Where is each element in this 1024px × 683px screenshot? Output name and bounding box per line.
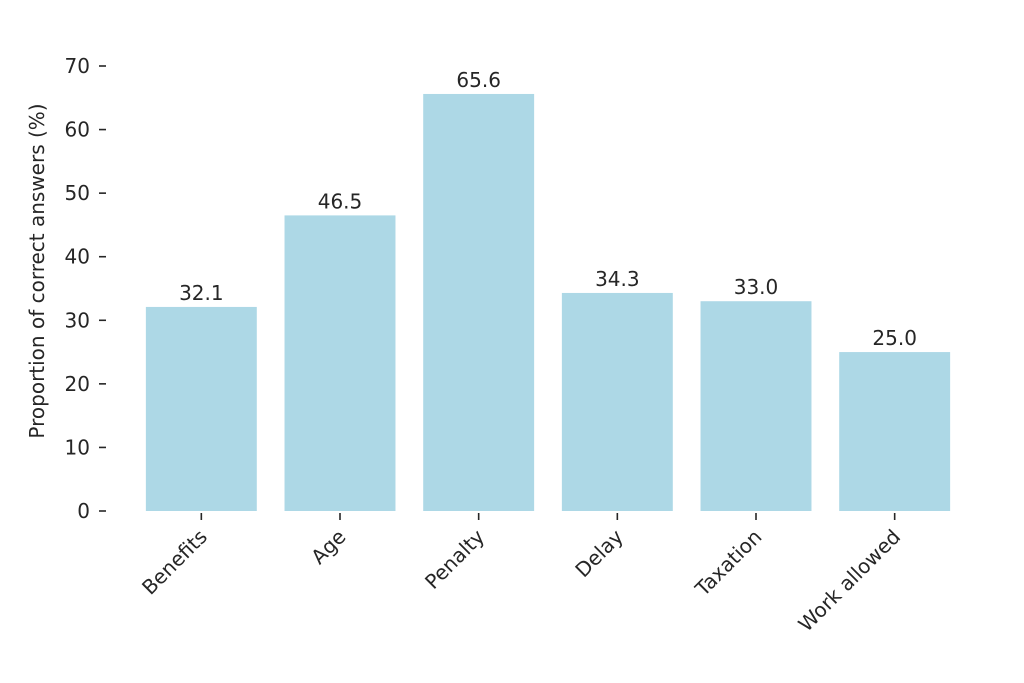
bar-age <box>284 215 396 511</box>
x-tick-label: Benefits <box>137 525 212 600</box>
bar-value-label: 33.0 <box>734 275 779 299</box>
y-tick-label: 40 <box>65 245 90 269</box>
y-tick-label: 30 <box>65 308 90 332</box>
y-tick-label: 20 <box>65 372 90 396</box>
bar-taxation <box>700 301 812 511</box>
bar-value-label: 34.3 <box>595 267 640 291</box>
bars <box>145 93 951 511</box>
y-tick-label: 50 <box>65 181 90 205</box>
y-tick-label: 10 <box>65 435 90 459</box>
y-tick-label: 0 <box>77 499 90 523</box>
bar-benefits <box>145 306 257 511</box>
y-tick-label: 70 <box>65 54 90 78</box>
x-tick-label: Age <box>306 525 350 569</box>
bar-value-label: 65.6 <box>456 68 501 92</box>
y-axis: 0 10 20 30 40 50 60 70 <box>65 54 106 523</box>
y-axis-label: Proportion of correct answers (%) <box>25 103 49 438</box>
bar-value-label: 46.5 <box>318 189 363 213</box>
bar-delay <box>561 292 673 511</box>
bar-value-label: 25.0 <box>872 326 917 350</box>
x-tick-label: Penalty <box>420 524 489 593</box>
x-tick-label: Work allowed <box>794 525 906 637</box>
x-tick-label: Delay <box>570 524 628 582</box>
bar-value-labels: 32.1 46.5 65.6 34.3 33.0 25.0 <box>179 68 917 350</box>
bar-work-allowed <box>839 352 951 511</box>
x-axis: Benefits Age Penalty Delay Taxation Work allo… <box>137 513 905 636</box>
bar-value-label: 32.1 <box>179 281 224 305</box>
x-tick-label: Taxation <box>690 525 767 602</box>
bar-penalty <box>423 93 535 511</box>
y-tick-label: 60 <box>65 118 90 142</box>
